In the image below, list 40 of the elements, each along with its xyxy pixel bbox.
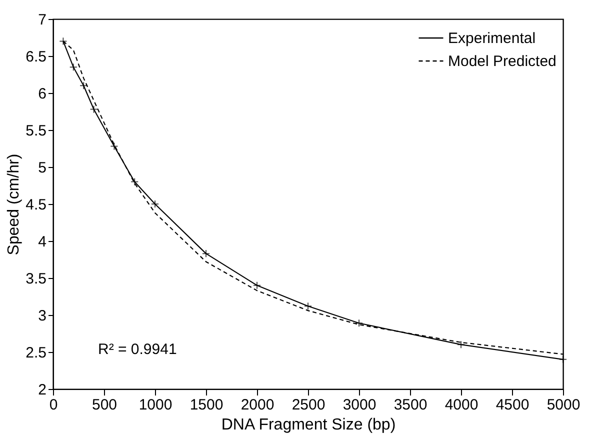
legend-label: Experimental xyxy=(448,30,536,47)
y-tick-label: 2 xyxy=(38,382,46,398)
legend-label: Model Predicted xyxy=(448,53,556,70)
x-tick-label: 1000 xyxy=(138,396,172,414)
x-tick-label: 4000 xyxy=(444,396,478,414)
y-tick-label: 5.5 xyxy=(26,122,46,140)
y-tick-label: 7 xyxy=(38,12,46,28)
point xyxy=(59,37,68,46)
x-tick-label: 5000 xyxy=(546,396,580,414)
y-tick-label: 4 xyxy=(38,234,46,250)
y-tick-label: 2.5 xyxy=(26,344,46,362)
point xyxy=(354,319,364,328)
point xyxy=(130,178,139,186)
annotation: R² = 0.9941 xyxy=(98,341,177,358)
y-tick-label: 4.5 xyxy=(26,196,46,214)
x-tick-label: 4500 xyxy=(496,396,530,414)
y-tick-label: 3 xyxy=(38,308,46,324)
point xyxy=(110,142,118,150)
x-tick-label: 3000 xyxy=(342,396,376,414)
point xyxy=(558,355,568,364)
x-tick-label: 0 xyxy=(49,396,58,414)
y-tick-label: 3.5 xyxy=(26,270,46,288)
point xyxy=(252,281,262,290)
x-tick-label: 1500 xyxy=(190,396,224,414)
point xyxy=(202,250,210,258)
x-tick-label: 3500 xyxy=(394,396,428,414)
x-tick-label: 500 xyxy=(92,396,118,414)
x-tick-label: 2500 xyxy=(292,396,326,414)
point xyxy=(69,63,78,72)
point xyxy=(150,200,160,208)
y-tick-label: 6.5 xyxy=(26,48,46,66)
point xyxy=(304,302,312,310)
y-axis-title: Speed (cm/hr) xyxy=(6,154,23,256)
point xyxy=(90,105,98,114)
point xyxy=(456,340,466,349)
point xyxy=(80,82,88,90)
x-tick-label: 2000 xyxy=(240,396,274,414)
x-axis-title: DNA Fragment Size (bp) xyxy=(221,416,396,434)
y-tick-label: 6 xyxy=(38,86,46,102)
y-tick-label: 5 xyxy=(38,160,46,176)
